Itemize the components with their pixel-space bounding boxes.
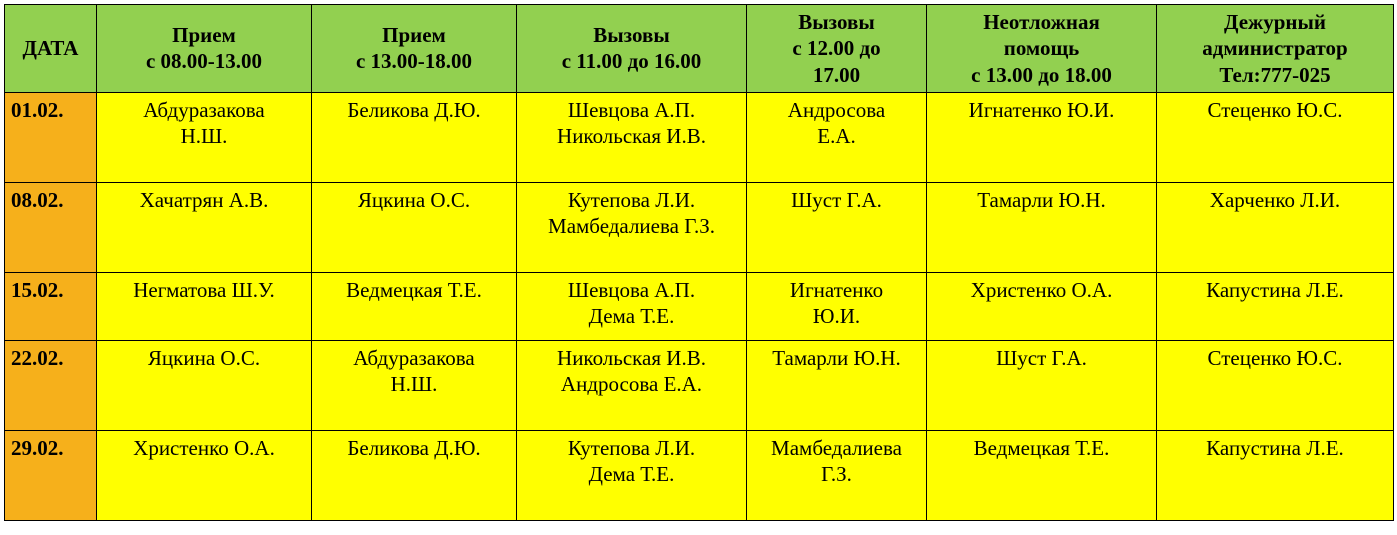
cell-p1: Негматова Ш.У.: [97, 272, 312, 340]
cell-v1: Никольская И.В. Андросова Е.А.: [517, 340, 747, 430]
schedule-table: ДАТАПрием с 08.00-13.00Прием с 13.00-18.…: [4, 4, 1394, 521]
table-row: 22.02.Яцкина О.С.Абдуразакова Н.Ш.Николь…: [5, 340, 1394, 430]
cell-p1: Хачатрян А.В.: [97, 182, 312, 272]
cell-admin: Харченко Л.И.: [1157, 182, 1394, 272]
table-body: 01.02.Абдуразакова Н.Ш.Беликова Д.Ю.Шевц…: [5, 92, 1394, 520]
cell-admin: Капустина Л.Е.: [1157, 430, 1394, 520]
table-row: 15.02.Негматова Ш.У.Ведмецкая Т.Е.Шевцов…: [5, 272, 1394, 340]
cell-v1: Шевцова А.П. Дема Т.Е.: [517, 272, 747, 340]
cell-p1: Яцкина О.С.: [97, 340, 312, 430]
table-header: ДАТАПрием с 08.00-13.00Прием с 13.00-18.…: [5, 5, 1394, 93]
table-row: 08.02.Хачатрян А.В.Яцкина О.С.Кутепова Л…: [5, 182, 1394, 272]
header-row: ДАТАПрием с 08.00-13.00Прием с 13.00-18.…: [5, 5, 1394, 93]
cell-p2: Беликова Д.Ю.: [312, 430, 517, 520]
cell-emerg: Игнатенко Ю.И.: [927, 92, 1157, 182]
header-p2: Прием с 13.00-18.00: [312, 5, 517, 93]
cell-p2: Абдуразакова Н.Ш.: [312, 340, 517, 430]
cell-v2: Мамбедалиева Г.З.: [747, 430, 927, 520]
date-cell: 08.02.: [5, 182, 97, 272]
date-cell: 29.02.: [5, 430, 97, 520]
table-row: 29.02.Христенко О.А.Беликова Д.Ю.Кутепов…: [5, 430, 1394, 520]
cell-p2: Беликова Д.Ю.: [312, 92, 517, 182]
table-row: 01.02.Абдуразакова Н.Ш.Беликова Д.Ю.Шевц…: [5, 92, 1394, 182]
date-cell: 01.02.: [5, 92, 97, 182]
header-v2: Вызовы с 12.00 до 17.00: [747, 5, 927, 93]
cell-v2: Игнатенко Ю.И.: [747, 272, 927, 340]
cell-v1: Кутепова Л.И. Мамбедалиева Г.З.: [517, 182, 747, 272]
cell-p1: Абдуразакова Н.Ш.: [97, 92, 312, 182]
cell-emerg: Христенко О.А.: [927, 272, 1157, 340]
header-v1: Вызовы с 11.00 до 16.00: [517, 5, 747, 93]
cell-admin: Стеценко Ю.С.: [1157, 92, 1394, 182]
date-cell: 15.02.: [5, 272, 97, 340]
cell-v2: Тамарли Ю.Н.: [747, 340, 927, 430]
date-cell: 22.02.: [5, 340, 97, 430]
cell-p2: Яцкина О.С.: [312, 182, 517, 272]
cell-v1: Шевцова А.П. Никольская И.В.: [517, 92, 747, 182]
cell-emerg: Ведмецкая Т.Е.: [927, 430, 1157, 520]
cell-admin: Капустина Л.Е.: [1157, 272, 1394, 340]
header-admin: Дежурный администратор Тел:777-025: [1157, 5, 1394, 93]
cell-admin: Стеценко Ю.С.: [1157, 340, 1394, 430]
header-p1: Прием с 08.00-13.00: [97, 5, 312, 93]
cell-v2: Андросова Е.А.: [747, 92, 927, 182]
header-date: ДАТА: [5, 5, 97, 93]
cell-p1: Христенко О.А.: [97, 430, 312, 520]
cell-v2: Шуст Г.А.: [747, 182, 927, 272]
cell-emerg: Тамарли Ю.Н.: [927, 182, 1157, 272]
header-emerg: Неотложная помощь с 13.00 до 18.00: [927, 5, 1157, 93]
cell-v1: Кутепова Л.И. Дема Т.Е.: [517, 430, 747, 520]
cell-emerg: Шуст Г.А.: [927, 340, 1157, 430]
cell-p2: Ведмецкая Т.Е.: [312, 272, 517, 340]
